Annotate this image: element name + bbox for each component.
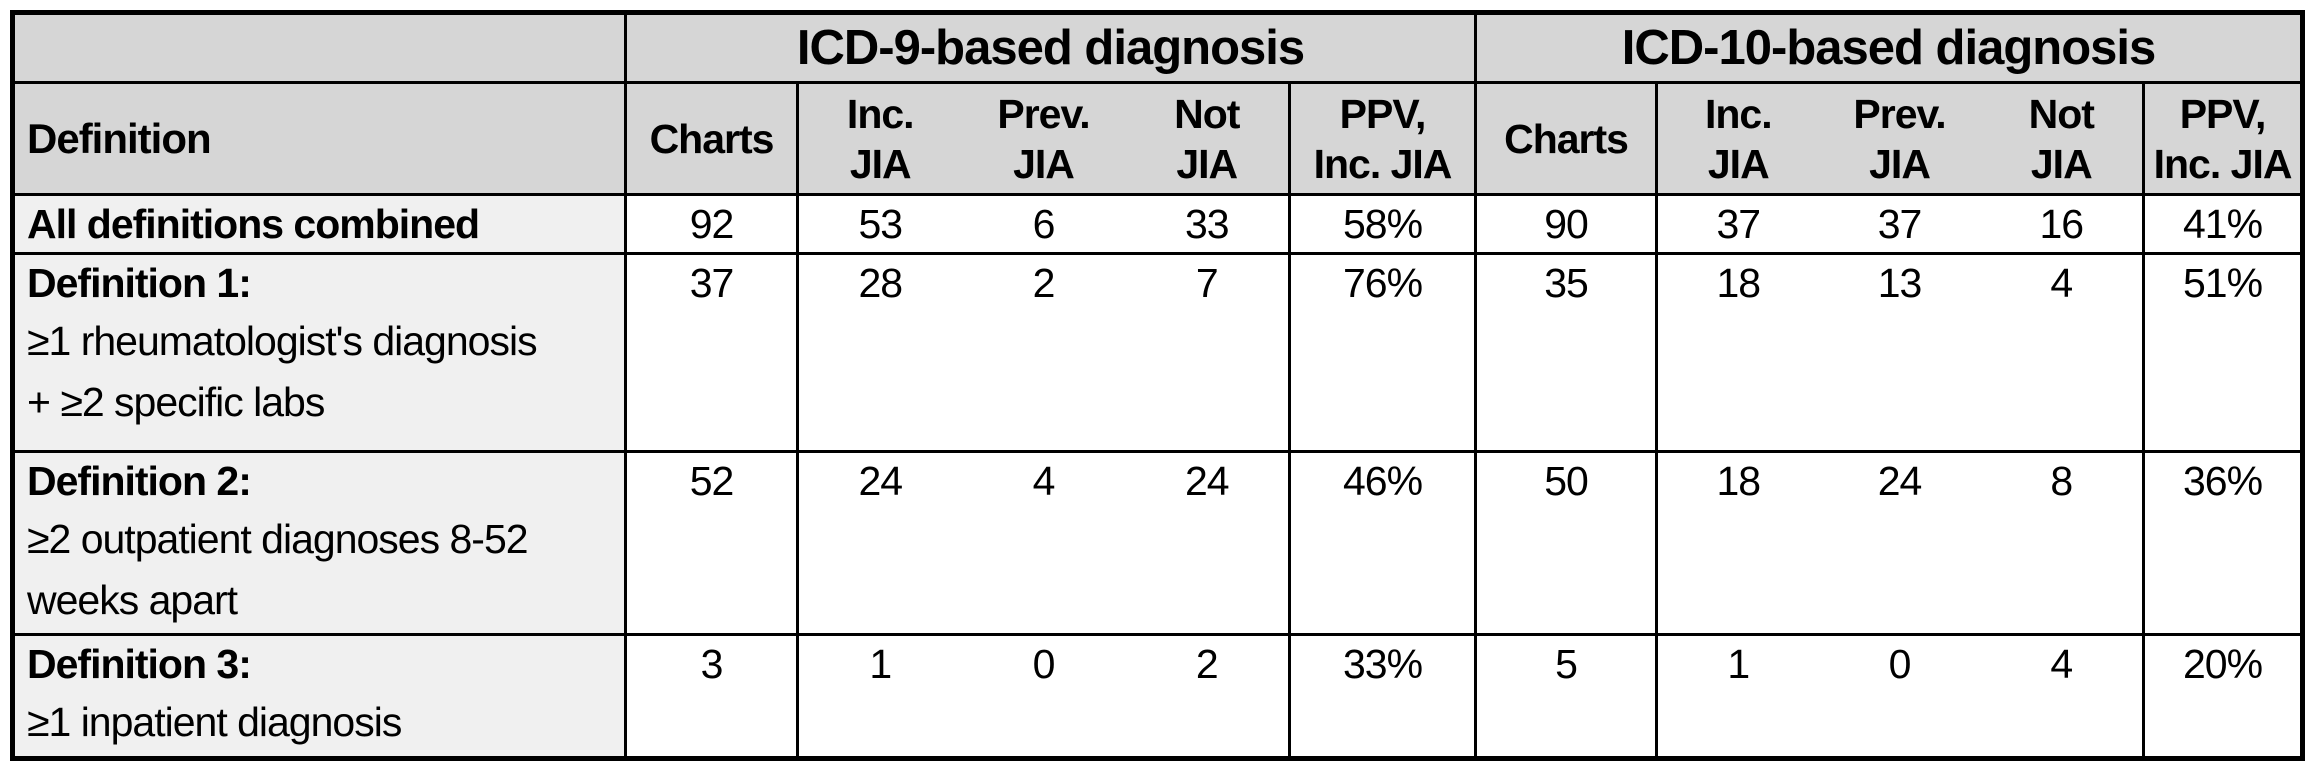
definition-detail: ≥2 outpatient diagnoses 8-52 weeks apart: [27, 516, 529, 623]
value-cell: 0: [960, 633, 1126, 760]
definition-cell: Definition 2: ≥2 outpatient diagnoses 8-…: [11, 450, 627, 636]
value-cell: 2: [960, 252, 1126, 453]
col-header-ppv-icd10: PPV, Inc. JIA: [2142, 81, 2305, 196]
value-cell: 0: [1817, 633, 1981, 760]
value-cell: 33: [1124, 193, 1291, 255]
value-cell: 51%: [2142, 252, 2305, 453]
value-cell: 18: [1655, 450, 1819, 636]
value-cell: 76%: [1287, 252, 1478, 453]
definition-title: All definitions combined: [27, 201, 480, 247]
corner-cell: [11, 11, 627, 84]
value-cell: 7: [1124, 252, 1291, 453]
definition-title: Definition 2:: [27, 458, 252, 504]
value-cell: 4: [1979, 633, 2146, 760]
col-header-not-jia-icd9: Not JIA: [1124, 81, 1291, 196]
value-cell: 46%: [1287, 450, 1478, 636]
col-header-ppv-icd9: PPV, Inc. JIA: [1287, 81, 1478, 196]
value-cell: 4: [1979, 252, 2146, 453]
value-cell: 28: [796, 252, 962, 453]
value-cell: 1: [796, 633, 962, 760]
value-cell: 33%: [1287, 633, 1478, 760]
value-cell: 6: [960, 193, 1126, 255]
definition-title: Definition 3:: [27, 641, 252, 687]
table-row-definition-1: Definition 1: ≥1 rheumatologist's diagno…: [11, 252, 2305, 453]
value-cell: 5: [1474, 633, 1659, 760]
col-header-not-jia-icd10: Not JIA: [1979, 81, 2146, 196]
col-header-inc-jia-icd9: Inc. JIA: [796, 81, 962, 196]
value-cell: 8: [1979, 450, 2146, 636]
definition-title: Definition 1:: [27, 260, 252, 306]
value-cell: 3: [624, 633, 799, 760]
definition-cell: All definitions combined: [11, 193, 627, 255]
value-cell: 18: [1655, 252, 1819, 453]
value-cell: 16: [1979, 193, 2146, 255]
value-cell: 37: [1655, 193, 1819, 255]
table-row-definition-3: Definition 3: ≥1 inpatient diagnosis 3 1…: [11, 633, 2305, 760]
value-cell: 58%: [1287, 193, 1478, 255]
value-cell: 24: [1817, 450, 1981, 636]
value-cell: 35: [1474, 252, 1659, 453]
value-cell: 90: [1474, 193, 1659, 255]
value-cell: 1: [1655, 633, 1819, 760]
group-header-row: ICD-9-based diagnosis ICD-10-based diagn…: [11, 11, 2305, 84]
col-header-definition: Definition: [11, 81, 627, 196]
definition-detail: ≥1 rheumatologist's diagnosis + ≥2 speci…: [27, 318, 538, 425]
value-cell: 24: [1124, 450, 1291, 636]
value-cell: 37: [1817, 193, 1981, 255]
value-cell: 24: [796, 450, 962, 636]
value-cell: 52: [624, 450, 799, 636]
table-row-definition-2: Definition 2: ≥2 outpatient diagnoses 8-…: [11, 450, 2305, 636]
value-cell: 37: [624, 252, 799, 453]
col-header-inc-jia-icd10: Inc. JIA: [1655, 81, 1819, 196]
definition-detail: ≥1 inpatient diagnosis: [27, 699, 402, 745]
value-cell: 41%: [2142, 193, 2305, 255]
col-header-charts-icd10: Charts: [1474, 81, 1659, 196]
group-header-icd10: ICD-10-based diagnosis: [1474, 11, 2305, 84]
value-cell: 50: [1474, 450, 1659, 636]
definition-cell: Definition 1: ≥1 rheumatologist's diagno…: [11, 252, 627, 453]
value-cell: 13: [1817, 252, 1981, 453]
definition-cell: Definition 3: ≥1 inpatient diagnosis: [11, 633, 627, 760]
value-cell: 4: [960, 450, 1126, 636]
value-cell: 53: [796, 193, 962, 255]
col-header-prev-jia-icd9: Prev. JIA: [960, 81, 1126, 196]
value-cell: 92: [624, 193, 799, 255]
col-header-charts-icd9: Charts: [624, 81, 799, 196]
value-cell: 36%: [2142, 450, 2305, 636]
col-header-prev-jia-icd10: Prev. JIA: [1817, 81, 1981, 196]
table-row-all-definitions: All definitions combined 92 53 6 33 58% …: [11, 193, 2305, 255]
value-cell: 2: [1124, 633, 1291, 760]
column-header-row: Definition Charts Inc. JIA Prev. JIA Not…: [11, 81, 2305, 196]
jia-ppv-validation-table: ICD-9-based diagnosis ICD-10-based diagn…: [10, 10, 2306, 761]
value-cell: 20%: [2142, 633, 2305, 760]
group-header-icd9: ICD-9-based diagnosis: [623, 11, 1478, 84]
